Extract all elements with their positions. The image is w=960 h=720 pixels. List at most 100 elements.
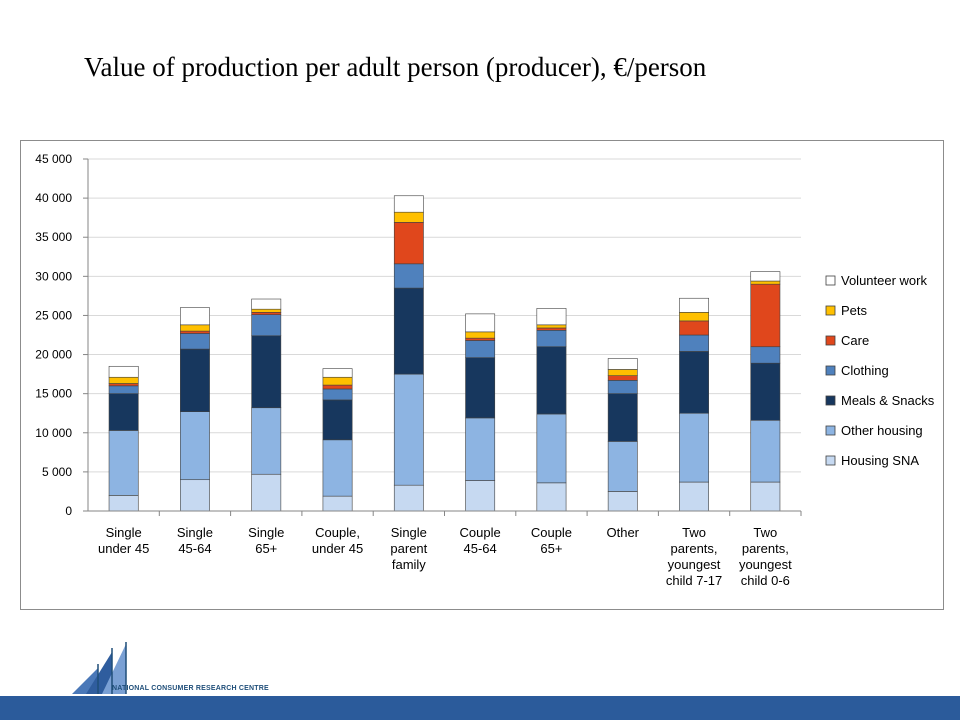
bar-segment — [180, 330, 210, 334]
bar-segment — [465, 340, 496, 358]
x-category-label: Single — [106, 525, 142, 540]
legend-label: Other housing — [841, 423, 923, 438]
bar-segment — [465, 480, 496, 512]
legend-label: Volunteer work — [841, 273, 927, 288]
bar-segment — [180, 348, 210, 412]
bar-segment — [679, 320, 709, 336]
bar-segment — [322, 495, 353, 512]
y-tick-label: 10 000 — [35, 426, 72, 440]
legend-swatch — [825, 275, 836, 286]
y-tick-label: 15 000 — [35, 387, 72, 401]
bar-segment — [393, 211, 424, 223]
bar-segment — [393, 222, 424, 265]
bar-segment — [536, 346, 567, 415]
x-category-label: Two — [682, 525, 706, 540]
bar-segment — [322, 376, 353, 386]
legend-swatch — [825, 305, 836, 316]
bar-segment — [251, 473, 282, 512]
bar-segment — [536, 330, 567, 348]
bar-segment — [251, 298, 282, 310]
x-category-label: Couple, — [315, 525, 360, 540]
bar-segment — [750, 283, 781, 348]
bar-segment — [536, 413, 567, 484]
bar-segment — [679, 297, 709, 313]
bar-segment — [607, 380, 638, 394]
x-category-label: Other — [606, 525, 639, 540]
ncrc-logo — [68, 640, 298, 696]
y-tick-label: 35 000 — [35, 230, 72, 244]
y-tick-label: 0 — [65, 504, 72, 518]
bar-segment — [251, 407, 282, 475]
x-category-label: 45-64 — [178, 541, 211, 556]
x-category-label: Single — [391, 525, 427, 540]
x-category-label: 65+ — [255, 541, 277, 556]
bar-segment — [251, 314, 282, 337]
bar-segment — [108, 385, 139, 394]
logo-text: NATIONAL CONSUMER RESEARCH CENTRE — [112, 685, 269, 692]
bar-segment — [465, 331, 496, 339]
bar-segment — [322, 439, 353, 497]
bar-segment — [750, 362, 781, 421]
legend-label: Housing SNA — [841, 453, 919, 468]
bar-segment — [465, 417, 496, 481]
x-category-label: family — [392, 557, 426, 572]
x-category-label: Two — [753, 525, 777, 540]
bar-segment — [322, 399, 353, 441]
legend-swatch — [825, 455, 836, 466]
x-category-label: Couple — [460, 525, 501, 540]
bar-segment — [180, 324, 210, 332]
bar-segment — [108, 365, 139, 378]
x-category-label: youngest — [668, 557, 721, 572]
chart-frame: 0 5 000 10 000 15 000 20 000 25 000 30 000 35 0… — [20, 140, 944, 610]
bar-segment — [251, 335, 282, 409]
bar-segment — [393, 373, 424, 486]
bar-segment — [607, 393, 638, 442]
sail-logo-icon — [72, 642, 127, 694]
bar-segment — [251, 312, 282, 315]
bar-segment — [251, 308, 282, 313]
bar-segment — [108, 393, 139, 431]
x-category-label: 65+ — [540, 541, 562, 556]
x-category-label: parent — [390, 541, 427, 556]
slide-title: Value of production per adult person (pr… — [84, 52, 707, 82]
legend-swatch — [825, 335, 836, 346]
bar-segment — [750, 419, 781, 483]
bar-segment — [393, 484, 424, 512]
bar-segment — [322, 368, 353, 378]
x-category-label: Single — [248, 525, 284, 540]
legend-swatch — [825, 395, 836, 406]
bar-segment — [750, 280, 781, 285]
bar-segment — [607, 441, 638, 492]
x-category-label: child 7-17 — [666, 573, 722, 588]
bar-segment — [180, 479, 210, 512]
y-tick-label: 40 000 — [35, 191, 72, 205]
footer-bar — [0, 696, 960, 720]
bar-segment — [679, 312, 709, 322]
x-category-label: child 0-6 — [741, 573, 790, 588]
y-tick-label: 5 000 — [42, 465, 72, 479]
stacked-bar-chart: 0 5 000 10 000 15 000 20 000 25 000 30 000 35 0… — [35, 152, 935, 588]
bar-segment — [679, 412, 709, 483]
x-category-label: under 45 — [98, 541, 149, 556]
bar-segment — [679, 481, 709, 512]
legend: Volunteer work Pets Care Clothing Meals & Sn… — [825, 273, 935, 468]
legend-label: Meals & Snacks — [841, 393, 935, 408]
bar-segment — [465, 357, 496, 419]
bar-segment — [180, 411, 210, 481]
axes: 0 5 000 10 000 15 000 20 000 25 000 30 000 35 0… — [35, 152, 802, 588]
bar-segment — [322, 388, 353, 401]
bar-segment — [536, 327, 567, 331]
bar-segment — [180, 307, 210, 326]
bar-segment — [750, 271, 781, 282]
x-category-label: Single — [177, 525, 213, 540]
bar-segment — [393, 287, 424, 375]
y-tick-label: 30 000 — [35, 269, 72, 283]
legend-label: Clothing — [841, 363, 889, 378]
legend-swatch — [825, 365, 836, 376]
bar-segment — [108, 376, 139, 384]
legend-label: Pets — [841, 303, 868, 318]
x-category-label: parents, — [742, 541, 789, 556]
bar-segment — [108, 495, 139, 512]
bar-segment — [393, 263, 424, 289]
bar-segment — [536, 324, 567, 329]
